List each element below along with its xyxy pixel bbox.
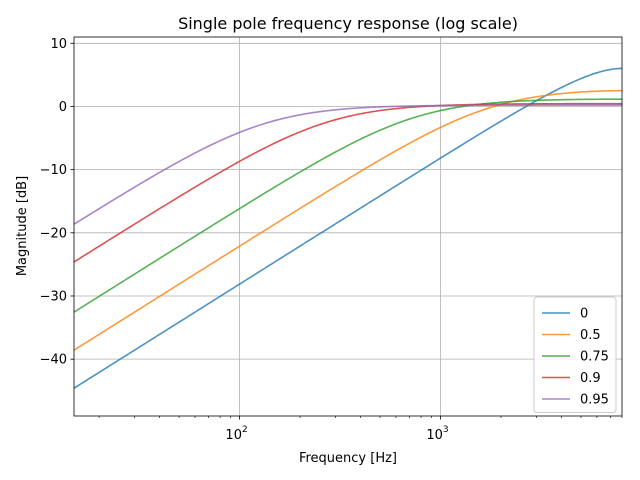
x-tick-exponent: 2: [242, 425, 248, 435]
x-tick-exponent: 3: [443, 425, 449, 435]
series-line-0.5: [74, 89, 622, 351]
plot-lines: [74, 67, 622, 389]
legend-label: 0.9: [580, 371, 601, 386]
y-tick-label: −40: [40, 353, 67, 368]
series-line-0.95: [74, 104, 622, 225]
x-tick-base: 10: [426, 428, 443, 443]
legend-label: 0.75: [580, 350, 609, 365]
series-line-0.75: [74, 98, 622, 313]
x-axis-ticks: 102 103: [98, 416, 623, 443]
y-axis-ticks: 10 0 −10 −20 −30 −40: [40, 37, 74, 368]
y-tick-label: 0: [59, 100, 67, 115]
y-tick-label: 10: [50, 37, 67, 52]
x-axis-label: Frequency [Hz]: [299, 451, 397, 466]
legend-box: [533, 296, 617, 413]
legend-label: 0.5: [580, 328, 601, 343]
y-axis-label: Magnitude [dB]: [15, 176, 30, 276]
x-tick-label: 103: [426, 425, 448, 443]
legend-label: 0: [580, 307, 588, 322]
series-line-0.9: [74, 102, 622, 263]
y-tick-label: −30: [40, 289, 67, 304]
x-tick-label: 102: [225, 425, 247, 443]
y-tick-label: −20: [40, 226, 67, 241]
legend-label: 0.95: [580, 393, 609, 408]
chart-title: Single pole frequency response (log scal…: [178, 14, 518, 33]
x-tick-base: 10: [225, 428, 242, 443]
plot-frame: [73, 36, 623, 417]
y-tick-label: −10: [40, 163, 67, 178]
legend: 0 0.5 0.75 0.9 0.95: [533, 296, 617, 413]
